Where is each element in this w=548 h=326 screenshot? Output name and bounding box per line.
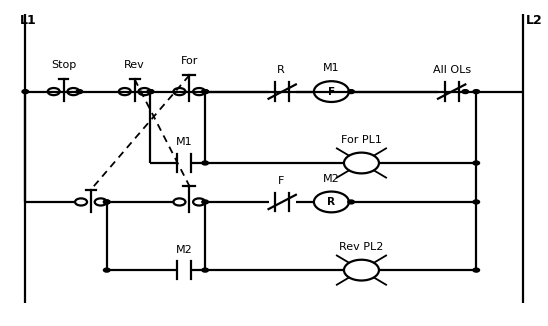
Text: Rev: Rev (124, 61, 145, 70)
Circle shape (76, 90, 83, 94)
Circle shape (202, 90, 208, 94)
Circle shape (202, 200, 208, 204)
Circle shape (473, 90, 480, 94)
Text: L1: L1 (20, 14, 37, 27)
Text: Stop: Stop (51, 61, 76, 70)
Circle shape (348, 90, 355, 94)
Circle shape (147, 90, 154, 94)
Text: L2: L2 (526, 14, 542, 27)
Circle shape (202, 90, 208, 94)
Circle shape (202, 161, 208, 165)
Text: F: F (328, 87, 335, 96)
Text: Rev PL2: Rev PL2 (339, 242, 384, 252)
Circle shape (473, 161, 480, 165)
Text: For PL1: For PL1 (341, 135, 382, 145)
Text: For: For (181, 56, 198, 66)
Circle shape (348, 200, 355, 204)
Circle shape (104, 268, 110, 272)
Text: R: R (277, 65, 285, 75)
Text: All OLs: All OLs (432, 65, 471, 75)
Text: M2: M2 (323, 174, 340, 184)
Circle shape (22, 90, 28, 94)
Circle shape (473, 200, 480, 204)
Circle shape (104, 200, 110, 204)
Circle shape (202, 268, 208, 272)
Circle shape (104, 200, 110, 204)
Text: R: R (327, 197, 335, 207)
Circle shape (147, 90, 154, 94)
Text: M2: M2 (175, 244, 192, 255)
Circle shape (462, 90, 469, 94)
Text: M1: M1 (175, 138, 192, 147)
Text: M1: M1 (323, 64, 340, 73)
Text: F: F (278, 176, 284, 186)
Circle shape (473, 268, 480, 272)
